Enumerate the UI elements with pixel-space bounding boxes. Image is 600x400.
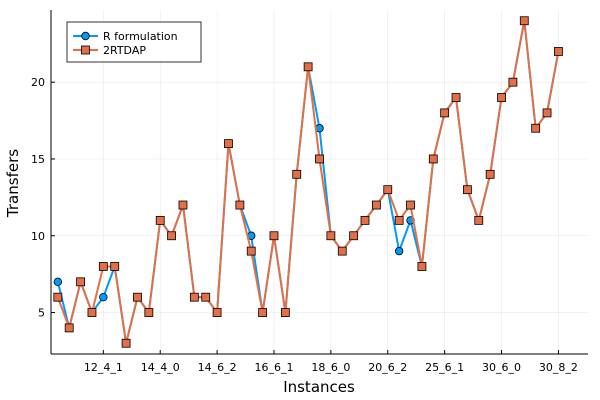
point-1-34: [440, 108, 450, 118]
point-1-10: [167, 231, 176, 241]
point-1-29: [383, 185, 393, 195]
x-tick-label-8: 30_8_2: [539, 361, 578, 374]
legend-label-1: 2RTDAP: [103, 44, 146, 57]
y-tick-label-0: 5: [38, 307, 45, 320]
point-1-30: [394, 215, 404, 225]
grid: [51, 10, 588, 354]
legend-box: [66, 21, 202, 63]
point-1-38: [485, 169, 495, 179]
x-tick-label-0: 12_4_1: [84, 361, 123, 374]
point-1-4: [98, 262, 108, 271]
y-tick-label-2: 15: [31, 153, 45, 166]
point-1-27: [360, 215, 370, 225]
point-1-0: [53, 292, 63, 302]
legend-marker-0: [81, 31, 90, 41]
x-axis-title: Instances: [283, 378, 355, 396]
point-1-16: [235, 200, 245, 210]
point-1-41: [519, 16, 529, 26]
axes: [50, 10, 588, 355]
point-1-40: [508, 77, 518, 87]
point-1-8: [144, 308, 154, 317]
series-1: [53, 16, 563, 348]
point-1-24: [326, 231, 336, 241]
y-axis-title: Transfers: [4, 149, 22, 218]
point-1-28: [371, 200, 381, 210]
point-1-19: [269, 231, 279, 241]
y-tick-label-1: 10: [31, 230, 45, 243]
point-1-32: [417, 262, 427, 271]
point-1-25: [337, 246, 347, 256]
point-0-4: [99, 292, 108, 302]
x-tick-label-4: 18_6_0: [311, 361, 350, 374]
point-1-23: [315, 154, 324, 164]
point-1-17: [246, 246, 256, 256]
y-tick-label-3: 20: [31, 76, 45, 89]
point-1-33: [428, 154, 438, 164]
y-axis-ticks: 5 10 15 20: [31, 76, 55, 320]
point-1-37: [474, 215, 484, 225]
point-1-6: [121, 338, 131, 348]
point-1-36: [463, 185, 472, 195]
point-1-39: [497, 93, 506, 102]
point-0-30: [394, 246, 404, 256]
x-tick-label-7: 30_6_0: [482, 361, 521, 374]
point-1-35: [451, 93, 461, 102]
point-1-44: [554, 47, 563, 56]
point-1-26: [349, 231, 359, 241]
point-1-1: [64, 323, 74, 333]
point-1-15: [224, 139, 233, 149]
x-tick-label-6: 25_6_1: [425, 361, 464, 374]
point-1-5: [110, 262, 120, 271]
point-1-9: [155, 215, 165, 225]
point-1-3: [87, 308, 97, 317]
x-tick-label-1: 14_4_0: [141, 361, 180, 374]
x-tick-label-3: 16_6_1: [254, 361, 293, 374]
series-group: [53, 16, 563, 348]
point-1-2: [76, 277, 85, 287]
point-1-21: [292, 169, 302, 179]
point-0-0: [53, 277, 63, 287]
point-1-20: [280, 308, 290, 317]
x-tick-label-5: 20_6_2: [368, 361, 407, 374]
point-1-7: [133, 292, 142, 302]
point-1-31: [406, 200, 415, 210]
x-axis-ticks: 12_4_1 14_4_0 14_6_2 16_6_1 18_6_0 20_6_2 25_6…: [84, 350, 578, 374]
point-1-18: [258, 308, 268, 317]
point-1-42: [531, 123, 541, 133]
point-1-43: [542, 108, 552, 118]
x-tick-label-2: 14_6_2: [198, 361, 237, 374]
point-1-12: [189, 292, 199, 302]
point-1-11: [178, 200, 188, 210]
legend-label-0: R formulation: [103, 30, 178, 43]
legend-marker-1: [81, 45, 90, 55]
point-1-22: [303, 62, 313, 72]
point-1-14: [212, 308, 222, 317]
point-1-13: [201, 292, 211, 302]
